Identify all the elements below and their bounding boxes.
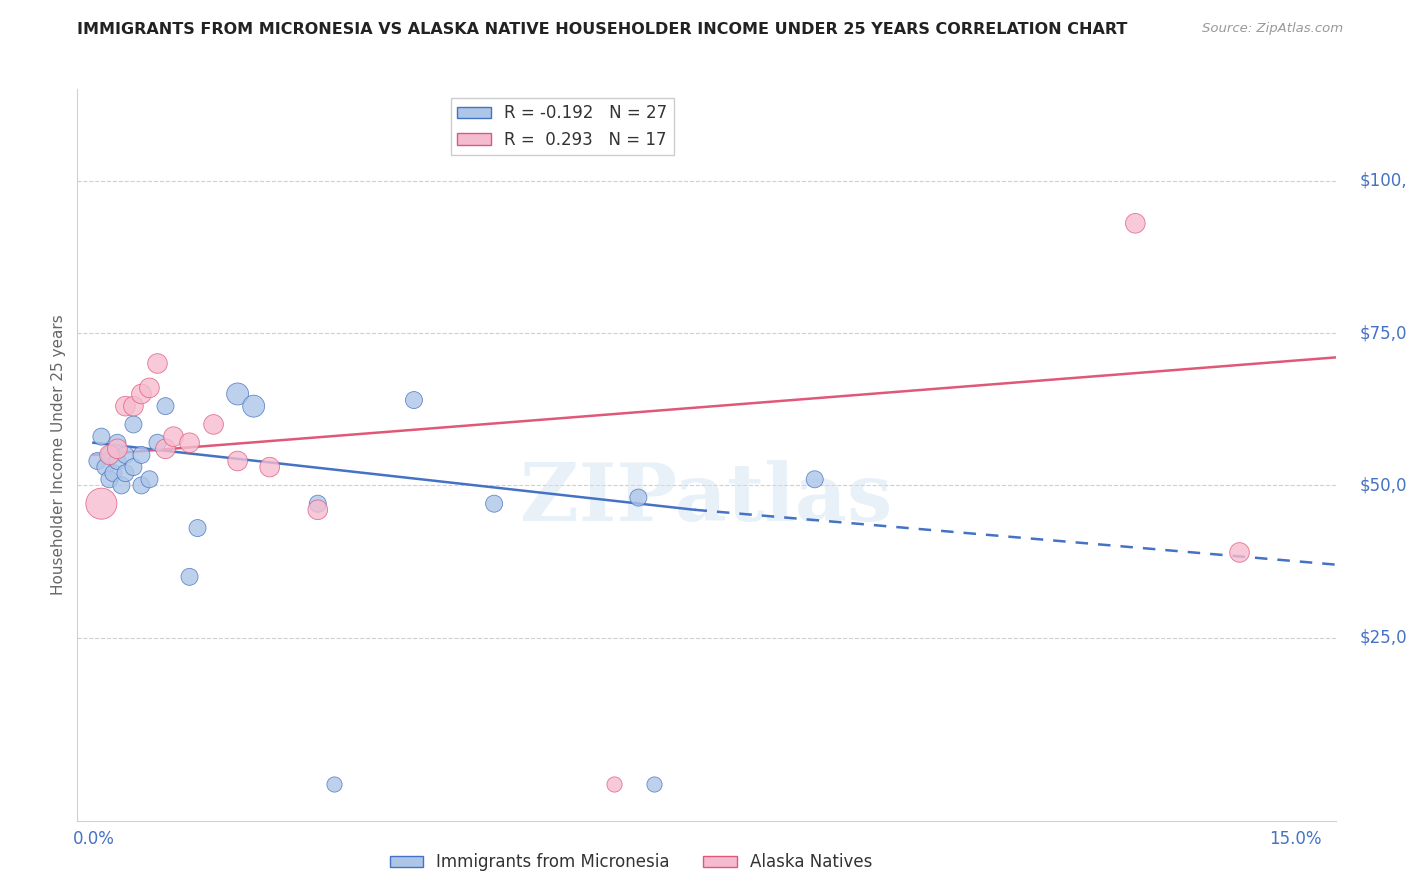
Y-axis label: Householder Income Under 25 years: Householder Income Under 25 years <box>51 315 66 595</box>
Point <box>307 497 329 511</box>
Text: IMMIGRANTS FROM MICRONESIA VS ALASKA NATIVE HOUSEHOLDER INCOME UNDER 25 YEARS CO: IMMIGRANTS FROM MICRONESIA VS ALASKA NAT… <box>77 22 1128 37</box>
Point <box>322 777 344 791</box>
Point <box>122 460 145 475</box>
Text: ZIPatlas: ZIPatlas <box>520 459 893 538</box>
Point <box>146 435 169 450</box>
Point <box>90 497 112 511</box>
Point <box>110 478 132 492</box>
Point <box>226 454 249 468</box>
Point <box>179 435 201 450</box>
Point <box>98 448 121 462</box>
Point <box>259 460 281 475</box>
Point <box>155 399 177 413</box>
Point <box>94 460 117 475</box>
Point <box>187 521 209 535</box>
Text: $25,000: $25,000 <box>1360 629 1406 647</box>
Point <box>1229 545 1251 559</box>
Point <box>627 491 650 505</box>
Point <box>122 417 145 432</box>
Point <box>643 777 665 791</box>
Point <box>131 478 153 492</box>
Point <box>114 466 136 480</box>
Point <box>98 472 121 486</box>
Point <box>86 454 108 468</box>
Point <box>179 570 201 584</box>
Text: $50,000: $50,000 <box>1360 476 1406 494</box>
Text: $100,000: $100,000 <box>1360 171 1406 190</box>
Point <box>146 356 169 371</box>
Point <box>226 387 249 401</box>
Point <box>131 387 153 401</box>
Point <box>107 442 129 456</box>
Text: Source: ZipAtlas.com: Source: ZipAtlas.com <box>1202 22 1343 36</box>
Point <box>107 454 129 468</box>
Text: $75,000: $75,000 <box>1360 324 1406 342</box>
Point <box>202 417 225 432</box>
Point <box>90 430 112 444</box>
Point <box>162 430 184 444</box>
Point <box>603 777 626 791</box>
Point <box>482 497 505 511</box>
Point <box>307 503 329 517</box>
Point <box>103 466 125 480</box>
Point <box>402 392 425 407</box>
Point <box>138 381 160 395</box>
Point <box>98 448 121 462</box>
Point <box>1123 216 1146 230</box>
Point <box>114 448 136 462</box>
Legend: Immigrants from Micronesia, Alaska Natives: Immigrants from Micronesia, Alaska Nativ… <box>382 847 879 878</box>
Point <box>131 448 153 462</box>
Point <box>107 435 129 450</box>
Point <box>114 399 136 413</box>
Point <box>803 472 825 486</box>
Point <box>122 399 145 413</box>
Point <box>155 442 177 456</box>
Point <box>138 472 160 486</box>
Point <box>242 399 264 413</box>
